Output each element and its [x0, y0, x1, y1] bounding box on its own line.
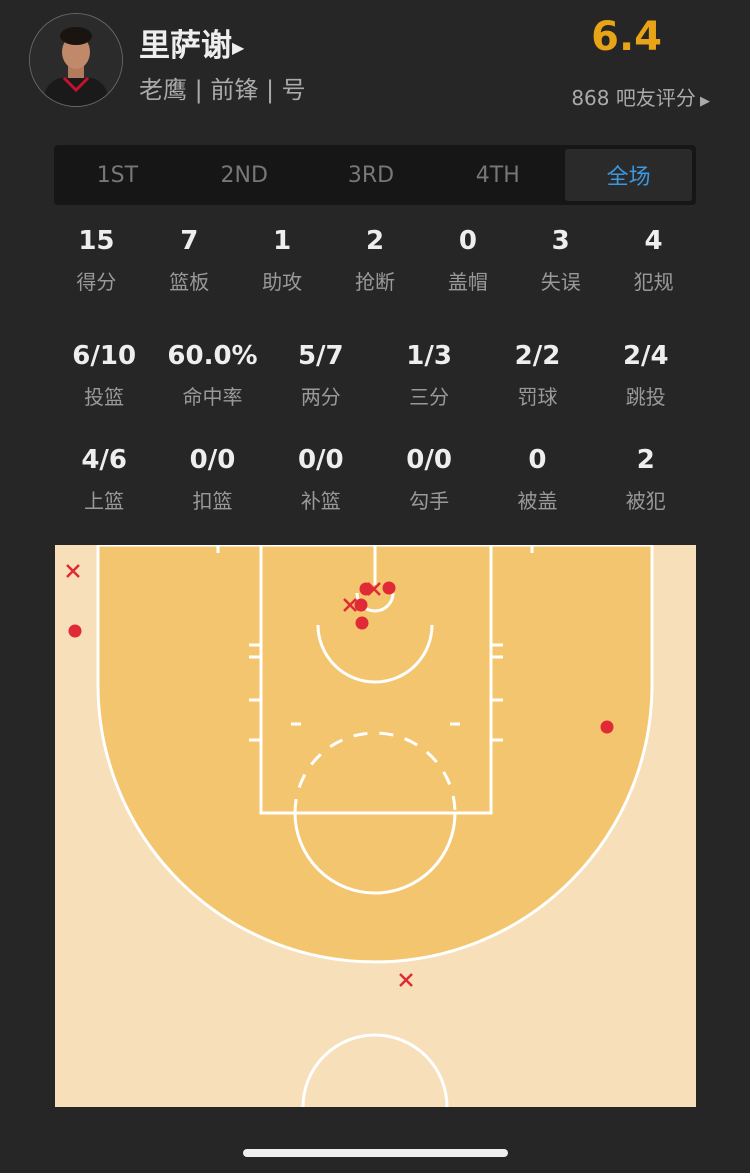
play-arrow-icon: ▶: [232, 38, 245, 57]
stat-value: 15: [78, 226, 115, 256]
stat-value: 60.0%: [167, 341, 258, 371]
stat-label: 罚球: [517, 385, 558, 409]
stat-value: 3: [551, 226, 570, 256]
stat-value: 5/7: [297, 341, 344, 371]
stat-value: 0/0: [406, 445, 452, 475]
made-shot-marker: [355, 616, 369, 630]
stat-label: 得分: [76, 270, 117, 294]
stat-basic-6: 4 犯规: [607, 226, 700, 295]
stat-value: 0/0: [297, 445, 344, 475]
shot-type-stats: 4/6 上篮 0/0 扣篮 0/0 补篮 0/0 勾手 0 被盖 2 被犯: [50, 445, 700, 514]
stat-label: 上篮: [84, 489, 125, 513]
stat-value: 1/3: [406, 341, 452, 371]
stat-value: 2: [365, 226, 385, 256]
missed-shot-marker: [399, 973, 413, 987]
stat-value: 1: [273, 226, 292, 256]
stat-label: 犯规: [633, 270, 674, 294]
stat-shot_types-2: 0/0 补篮: [267, 445, 375, 514]
stat-label: 补篮: [300, 489, 341, 513]
stat-label: 篮板: [169, 270, 210, 294]
stat-label: 扣篮: [192, 489, 233, 513]
stat-value: 4/6: [81, 445, 127, 475]
stat-value: 2: [636, 445, 655, 475]
stat-label: 勾手: [409, 489, 450, 513]
stat-shooting-3: 1/3 三分: [375, 341, 483, 410]
three-point-line: [96, 545, 654, 964]
stat-label: 三分: [409, 385, 450, 409]
stat-basic-3: 2 抢断: [329, 226, 422, 295]
stat-label: 被犯: [625, 489, 666, 513]
missed-shot-marker: [367, 582, 381, 596]
missed-shot-marker: [343, 598, 357, 612]
stat-basic-5: 3 失误: [514, 226, 607, 295]
votes-link[interactable]: 868 吧友评分 ▶: [571, 82, 710, 111]
stat-value: 2/4: [622, 341, 669, 371]
stat-shooting-0: 6/10 投篮: [50, 341, 158, 410]
player-avatar[interactable]: [29, 13, 123, 107]
stat-label: 跳投: [625, 385, 666, 409]
stat-label: 助攻: [262, 270, 303, 294]
player-name-text: 里萨谢: [139, 28, 232, 64]
stat-basic-2: 1 助攻: [236, 226, 329, 295]
stat-shot_types-1: 0/0 扣篮: [158, 445, 266, 514]
stat-value: 0: [528, 445, 547, 475]
stat-label: 被盖: [517, 489, 558, 513]
paint: [259, 545, 493, 815]
tab-3rd[interactable]: 3RD: [347, 162, 395, 188]
stat-label: 抢断: [355, 270, 395, 294]
tab-full-game[interactable]: 全场: [565, 149, 692, 201]
stat-shooting-5: 2/4 跳投: [592, 341, 700, 410]
free-throw-circle: [293, 812, 457, 895]
stat-shot_types-4: 0 被盖: [483, 445, 591, 514]
stat-shot_types-5: 2 被犯: [592, 445, 700, 514]
stat-label: 两分: [300, 385, 341, 409]
player-name[interactable]: 里萨谢▶: [139, 20, 244, 65]
stat-label: 投篮: [84, 385, 125, 409]
stat-shot_types-0: 4/6 上篮: [50, 445, 158, 514]
made-shot-marker: [68, 624, 82, 638]
player-info: 老鹰 | 前锋 | 号: [139, 76, 306, 104]
free-throw-circle-dashed: [293, 731, 457, 814]
stat-value: 4: [644, 226, 663, 256]
center-circle: [301, 1033, 449, 1107]
votes-text: 868 吧友评分: [571, 86, 696, 110]
rating-score: 6.4: [591, 14, 662, 60]
stat-value: 0/0: [189, 445, 236, 475]
restricted-arc: [316, 624, 434, 684]
play-arrow-icon: ▶: [695, 94, 710, 109]
tab-2nd[interactable]: 2ND: [220, 162, 268, 188]
home-indicator[interactable]: [243, 1149, 508, 1157]
made-shot-marker: [354, 598, 368, 612]
stat-label: 盖帽: [447, 270, 488, 294]
stat-label: 失误: [540, 270, 581, 294]
basic-stats: 15 得分 7 篮板 1 助攻 2 抢断 0 盖帽 3 失误 4 犯规: [50, 226, 700, 295]
period-tabs: 1ST 2ND 3RD 4TH 全场: [54, 145, 696, 205]
missed-shot-marker: [66, 564, 80, 578]
stat-basic-0: 15 得分: [50, 226, 143, 295]
shot-chart: [55, 545, 696, 1107]
made-shot-marker: [382, 581, 396, 595]
stat-value: 2/2: [514, 341, 561, 371]
stat-label: 命中率: [182, 385, 243, 409]
player-photo-icon: [30, 14, 122, 106]
stat-shooting-4: 2/2 罚球: [483, 341, 591, 410]
tab-1st[interactable]: 1ST: [96, 162, 139, 188]
stat-basic-4: 0 盖帽: [421, 226, 514, 295]
tab-4th[interactable]: 4TH: [475, 162, 520, 188]
stat-value: 7: [180, 226, 199, 256]
stat-value: 6/10: [72, 341, 137, 371]
stat-shooting-2: 5/7 两分: [267, 341, 375, 410]
stat-shot_types-3: 0/0 勾手: [375, 445, 483, 514]
shooting-stats: 6/10 投篮 60.0% 命中率 5/7 两分 1/3 三分 2/2 罚球 2/4 跳投: [50, 341, 700, 410]
stat-value: 0: [458, 226, 477, 256]
made-shot-marker: [600, 720, 614, 734]
stat-shooting-1: 60.0% 命中率: [158, 341, 266, 410]
stat-basic-1: 7 篮板: [143, 226, 236, 295]
